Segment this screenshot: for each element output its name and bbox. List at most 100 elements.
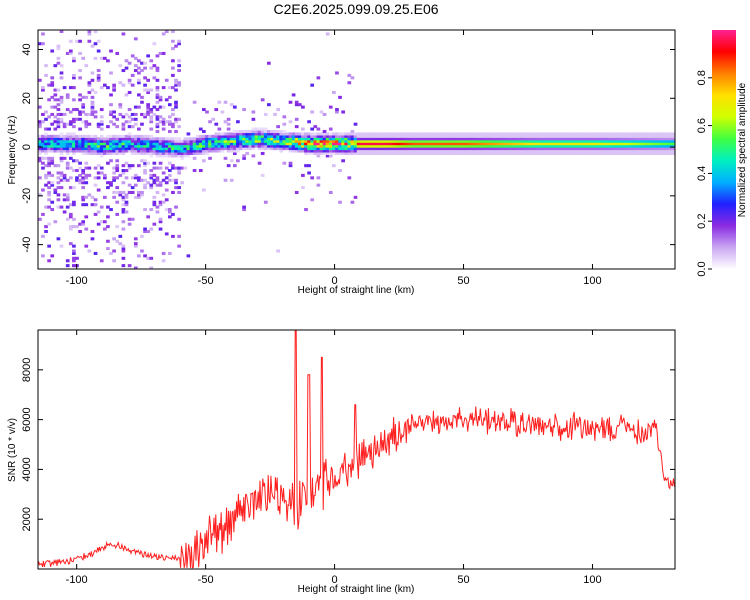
spectrogram-cell <box>276 129 280 134</box>
spectrogram-cell <box>660 147 664 151</box>
spectrogram-cell <box>84 147 89 151</box>
spectrogram-cell <box>338 149 342 153</box>
spectrogram-cell <box>78 112 82 116</box>
spectrogram-cell <box>124 139 129 143</box>
spectrogram-cell <box>115 212 120 216</box>
spectrogram-cell <box>68 142 73 146</box>
spectrogram-cell <box>415 151 420 155</box>
spectrogram-cell <box>325 134 330 138</box>
spectrogram-cell <box>446 149 451 153</box>
spectrogram-cell <box>38 122 42 126</box>
spectrogram-cell <box>672 134 675 138</box>
spectrogram-cell <box>588 134 593 138</box>
spectrogram-cell <box>149 147 154 151</box>
spectrogram-cell <box>217 127 222 131</box>
spectrogram-cell <box>626 134 630 138</box>
spectrogram-cell <box>322 139 327 143</box>
spectrogram-cell <box>400 134 404 138</box>
spectrogram-cell <box>205 144 209 148</box>
spectrogram-cell <box>223 156 228 160</box>
spectrogram-cell <box>146 110 151 114</box>
spectrogram-cell <box>81 105 86 109</box>
spectrogram-cell <box>660 132 664 136</box>
spectrogram-cell <box>223 147 228 151</box>
spectrogram-cell <box>387 134 392 138</box>
spectrogram-cell <box>335 142 339 146</box>
spectrogram-cell <box>87 30 92 34</box>
spectrogram-cell <box>78 51 82 55</box>
spectrogram-cell <box>672 132 675 136</box>
spectrogram-cell <box>133 69 138 73</box>
spectrogram-cell <box>523 137 528 141</box>
spectrogram-cell <box>561 134 565 138</box>
spectrogram-cell <box>217 139 222 143</box>
spectrogram-cell <box>164 142 169 146</box>
spectrogram-cell <box>548 142 553 146</box>
spectrogram-cell <box>137 78 141 82</box>
spectrogram-cell <box>62 210 67 214</box>
spectrogram-cell <box>461 132 466 136</box>
spectrogram-cell <box>263 147 268 151</box>
spectrogram-cell <box>372 139 376 143</box>
spectrogram-cell <box>666 139 670 143</box>
spectrogram-cell <box>186 254 191 258</box>
spectrogram-cell <box>50 254 55 258</box>
spectrogram-cell <box>75 147 79 151</box>
spectrogram-cell <box>115 239 120 243</box>
spectrogram-cell <box>137 178 141 182</box>
spectrogram-cell <box>121 220 126 224</box>
spectrogram-cell <box>335 137 339 141</box>
spectrogram-cell <box>248 147 253 151</box>
spectrogram-cell <box>400 132 404 136</box>
spectrogram-cell <box>112 122 116 126</box>
spectrogram-cell <box>121 198 126 202</box>
spectrogram-cell <box>140 142 144 146</box>
spectrogram-cell <box>570 139 574 143</box>
spectrogram-cell <box>127 132 132 136</box>
spectrogram-cell <box>585 134 590 138</box>
spectrogram-cell <box>167 120 172 124</box>
spectrogram-cell <box>393 139 398 143</box>
spectrogram-cell <box>140 190 144 194</box>
spectrogram-cell <box>78 137 82 141</box>
spectrogram-cell <box>56 88 61 92</box>
spectrogram-cell <box>127 61 132 65</box>
spectrogram-cell <box>669 134 674 138</box>
spectrogram-cell <box>403 147 407 151</box>
spectrogram-cell <box>171 147 175 151</box>
spectrogram-cell <box>90 229 95 234</box>
spectrogram-cell <box>127 149 132 153</box>
spectrogram-cell <box>155 147 160 151</box>
spectrogram-cell <box>50 134 55 138</box>
spectrogram-cell <box>496 137 500 141</box>
spectrogram-cell <box>291 144 296 148</box>
spectrogram-cell <box>335 110 339 114</box>
snr-y-tick-label: 4000 <box>21 457 33 481</box>
spectrogram-cell <box>616 151 621 155</box>
spectrogram-cell <box>635 137 639 141</box>
spectrogram-cell <box>53 190 58 194</box>
spectrogram-cell <box>198 147 203 151</box>
spectrogram-cell <box>297 134 302 138</box>
spectrogram-cell <box>322 112 327 116</box>
spectrogram-cell <box>335 71 339 75</box>
spectrogram-cell <box>198 144 203 148</box>
spectrogram-cell <box>514 139 519 143</box>
spectrogram-cell <box>570 149 574 153</box>
spectrogram-cell <box>588 142 593 146</box>
spectrogram-cell <box>486 142 491 146</box>
spectrogram-cell <box>421 151 426 155</box>
spectrogram-cell <box>229 139 234 143</box>
spectrogram-cell <box>431 132 435 136</box>
spectrogram-cell <box>137 164 141 168</box>
spectrogram-cell <box>647 147 652 151</box>
spectrogram-cell <box>570 137 574 141</box>
spectrogram-cell <box>576 144 581 148</box>
spectrogram-cell <box>202 188 206 192</box>
spectrogram-cell <box>344 147 349 151</box>
spectrogram-cell <box>424 142 429 146</box>
spectrogram-cell <box>56 164 61 168</box>
spectrogram-cell <box>474 147 479 151</box>
spectrogram-cell <box>514 134 519 138</box>
spectrogram-cell <box>87 112 92 116</box>
